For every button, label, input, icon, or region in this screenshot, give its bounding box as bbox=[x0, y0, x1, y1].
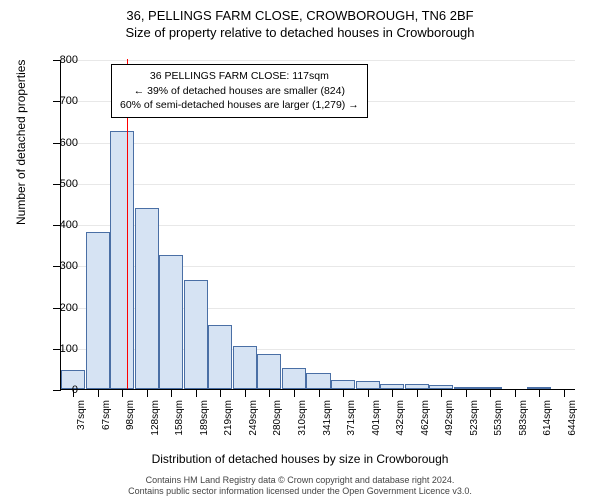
x-tick-label: 614sqm bbox=[542, 400, 553, 436]
y-tick-label: 700 bbox=[60, 95, 78, 107]
x-tick-label: 158sqm bbox=[174, 400, 185, 436]
histogram-bar bbox=[306, 373, 330, 390]
y-tick-label: 600 bbox=[60, 137, 78, 149]
histogram-bar bbox=[208, 325, 232, 389]
chart-container: 37sqm67sqm98sqm128sqm158sqm189sqm219sqm2… bbox=[60, 60, 575, 390]
histogram-bar bbox=[257, 354, 281, 389]
x-tick-label: 371sqm bbox=[346, 400, 357, 436]
x-tick-label: 492sqm bbox=[444, 400, 455, 436]
histogram-bar bbox=[86, 232, 110, 389]
copyright-line1: Contains HM Land Registry data © Crown c… bbox=[0, 475, 600, 487]
y-tick-label: 800 bbox=[60, 54, 78, 66]
chart-title-block: 36, PELLINGS FARM CLOSE, CROWBOROUGH, TN… bbox=[0, 0, 600, 40]
histogram-bar bbox=[331, 380, 355, 389]
x-tick-label: 462sqm bbox=[420, 400, 431, 436]
copyright-line2: Contains public sector information licen… bbox=[0, 486, 600, 498]
info-box-line: 60% of semi-detached houses are larger (… bbox=[120, 98, 359, 113]
histogram-bar bbox=[184, 280, 208, 389]
x-tick-label: 67sqm bbox=[101, 400, 112, 430]
y-tick-label: 400 bbox=[60, 219, 78, 231]
x-tick-label: 98sqm bbox=[125, 400, 136, 430]
x-tick-label: 401sqm bbox=[371, 400, 382, 436]
title-subtitle: Size of property relative to detached ho… bbox=[0, 25, 600, 40]
x-tick-label: 583sqm bbox=[518, 400, 529, 436]
y-axis-label: Number of detached properties bbox=[14, 60, 28, 225]
x-tick-label: 189sqm bbox=[199, 400, 210, 436]
y-tick-label: 0 bbox=[72, 384, 78, 396]
copyright-notice: Contains HM Land Registry data © Crown c… bbox=[0, 475, 600, 498]
x-tick-label: 341sqm bbox=[322, 400, 333, 436]
x-tick-label: 280sqm bbox=[272, 400, 283, 436]
x-tick-label: 249sqm bbox=[248, 400, 259, 436]
histogram-bar bbox=[110, 131, 134, 389]
histogram-bar bbox=[159, 255, 183, 389]
info-box: 36 PELLINGS FARM CLOSE: 117sqm← 39% of d… bbox=[111, 64, 368, 118]
histogram-bar bbox=[356, 381, 380, 389]
title-address: 36, PELLINGS FARM CLOSE, CROWBOROUGH, TN… bbox=[0, 8, 600, 23]
x-tick-label: 644sqm bbox=[567, 400, 578, 436]
histogram-bar bbox=[135, 208, 159, 390]
info-box-line: ← 39% of detached houses are smaller (82… bbox=[120, 84, 359, 99]
x-tick-label: 219sqm bbox=[223, 400, 234, 436]
y-tick-label: 500 bbox=[60, 178, 78, 190]
x-tick-label: 553sqm bbox=[493, 400, 504, 436]
x-tick-label: 128sqm bbox=[150, 400, 161, 436]
x-tick-label: 432sqm bbox=[395, 400, 406, 436]
info-box-line: 36 PELLINGS FARM CLOSE: 117sqm bbox=[120, 69, 359, 84]
y-tick-label: 100 bbox=[60, 343, 78, 355]
histogram-bar bbox=[233, 346, 257, 389]
x-tick-label: 310sqm bbox=[297, 400, 308, 436]
y-tick-label: 300 bbox=[60, 260, 78, 272]
x-tick-label: 37sqm bbox=[76, 400, 87, 430]
histogram-bar bbox=[282, 368, 306, 389]
plot-area: 37sqm67sqm98sqm128sqm158sqm189sqm219sqm2… bbox=[60, 60, 575, 390]
x-tick-label: 523sqm bbox=[469, 400, 480, 436]
y-tick-label: 200 bbox=[60, 302, 78, 314]
x-axis-label: Distribution of detached houses by size … bbox=[0, 452, 600, 466]
